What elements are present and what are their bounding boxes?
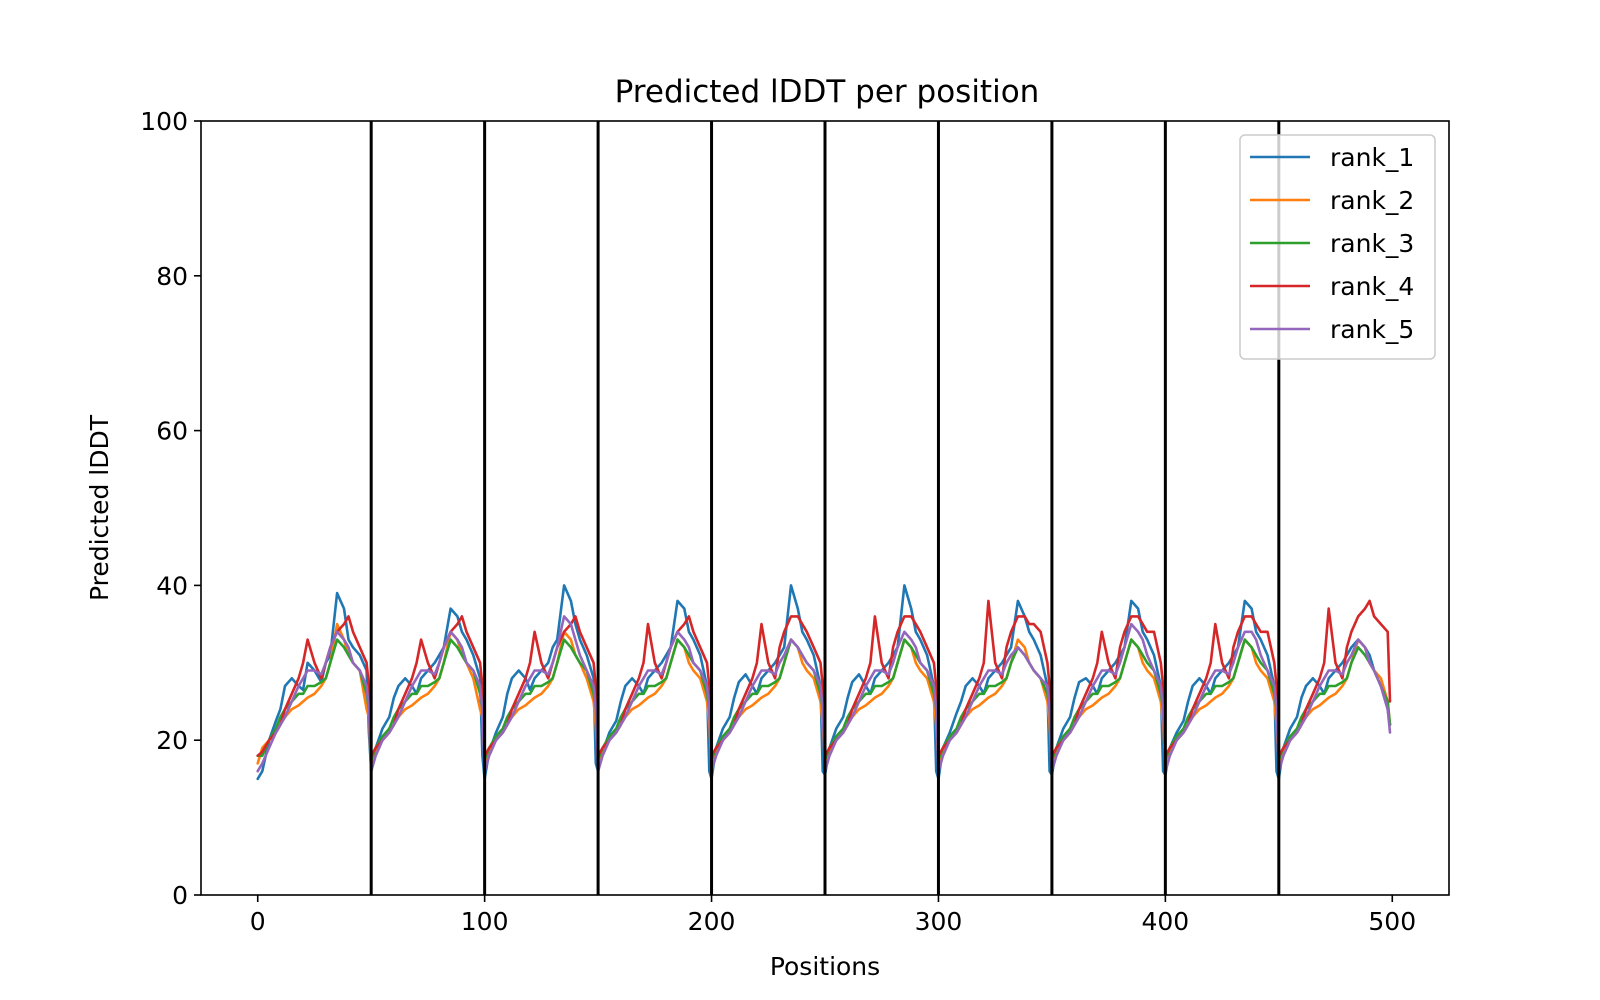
y-tick-label: 40 [156, 571, 188, 600]
y-tick-label: 60 [156, 417, 188, 446]
legend-label-rank-4: rank_4 [1330, 272, 1414, 301]
y-tick-label: 20 [156, 726, 188, 755]
y-axis-label: Predicted lDDT [85, 414, 114, 601]
legend-label-rank-5: rank_5 [1330, 315, 1414, 344]
y-tick-label: 0 [172, 881, 188, 910]
y-tick-label: 100 [140, 107, 188, 136]
x-tick-label: 400 [1142, 907, 1190, 936]
legend-label-rank-3: rank_3 [1330, 229, 1414, 258]
x-tick-label: 200 [688, 907, 736, 936]
y-ticks: 0 20 40 60 80 100 [140, 107, 201, 910]
x-tick-label: 100 [461, 907, 509, 936]
x-tick-label: 500 [1368, 907, 1416, 936]
plot-frame [200, 120, 1450, 896]
legend-box [1239, 134, 1436, 360]
x-tick-label: 0 [250, 907, 266, 936]
chart-title: Predicted lDDT per position [615, 74, 1040, 110]
legend-label-rank-2: rank_2 [1330, 186, 1414, 215]
x-axis-label: Positions [770, 952, 880, 981]
y-tick-label: 80 [156, 262, 188, 291]
vertical-lines-layer [369, 121, 1281, 895]
x-ticks: 0 100 200 300 400 500 [250, 895, 1416, 936]
legend: rank_1 rank_2 rank_3 rank_4 rank_5 [1239, 134, 1436, 360]
legend-label-rank-1: rank_1 [1330, 143, 1414, 172]
x-tick-label: 300 [915, 907, 963, 936]
